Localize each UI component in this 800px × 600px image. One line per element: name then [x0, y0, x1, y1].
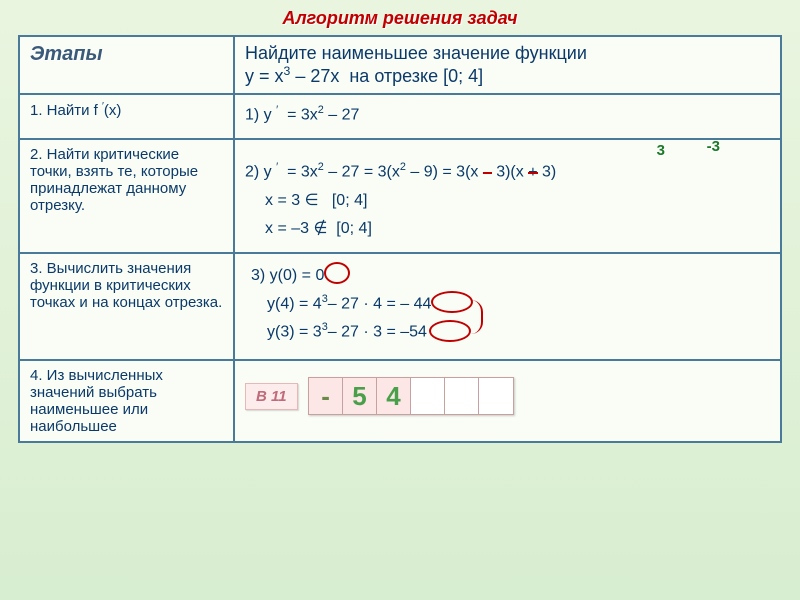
- circle-icon: [324, 262, 350, 284]
- table-row: Этапы Найдите наименьшее значение функци…: [19, 36, 781, 94]
- header-right: Найдите наименьшее значение функции y = …: [234, 36, 781, 94]
- answer-cell: 4: [377, 378, 411, 414]
- answer-cell: [479, 378, 513, 414]
- annotation: -3: [707, 138, 720, 155]
- answer-cell: [411, 378, 445, 414]
- table-row: 3. Вычислить значения функции в критичес…: [19, 253, 781, 361]
- step-label: 2. Найти критические точки, взять те, ко…: [19, 139, 234, 252]
- step-content: 3 -3 2) y ′ = 3x2 – 27 = 3(x2 – 9) = 3(x…: [234, 139, 781, 252]
- answer-cells: - 5 4: [308, 377, 514, 415]
- page-title: Алгоритм решения задач: [18, 8, 782, 29]
- answer-cell: [445, 378, 479, 414]
- answer-badge: В 11: [245, 383, 298, 410]
- answer-cell: 5: [343, 378, 377, 414]
- step-content: 3) y(0) = 0 y(4) = 43– 27 · 4 = – 44 y(3…: [234, 253, 781, 361]
- step-label: 1. Найти f ′(x): [19, 94, 234, 139]
- algorithm-table: Этапы Найдите наименьшее значение функци…: [18, 35, 782, 443]
- circle-icon: [429, 320, 471, 342]
- table-row: 2. Найти критические точки, взять те, ко…: [19, 139, 781, 252]
- step-label: 4. Из вычисленных значений выбрать наиме…: [19, 360, 234, 442]
- table-row: 1. Найти f ′(x) 1) y ′ = 3x2 – 27: [19, 94, 781, 139]
- circle-icon: [431, 291, 473, 313]
- header-left: Этапы: [19, 36, 234, 94]
- annotation: 3: [657, 142, 665, 159]
- answer-cell: -: [309, 378, 343, 414]
- step-label: 3. Вычислить значения функции в критичес…: [19, 253, 234, 361]
- table-row: 4. Из вычисленных значений выбрать наиме…: [19, 360, 781, 442]
- step-content: 1) y ′ = 3x2 – 27: [234, 94, 781, 139]
- step-content: В 11 - 5 4: [234, 360, 781, 442]
